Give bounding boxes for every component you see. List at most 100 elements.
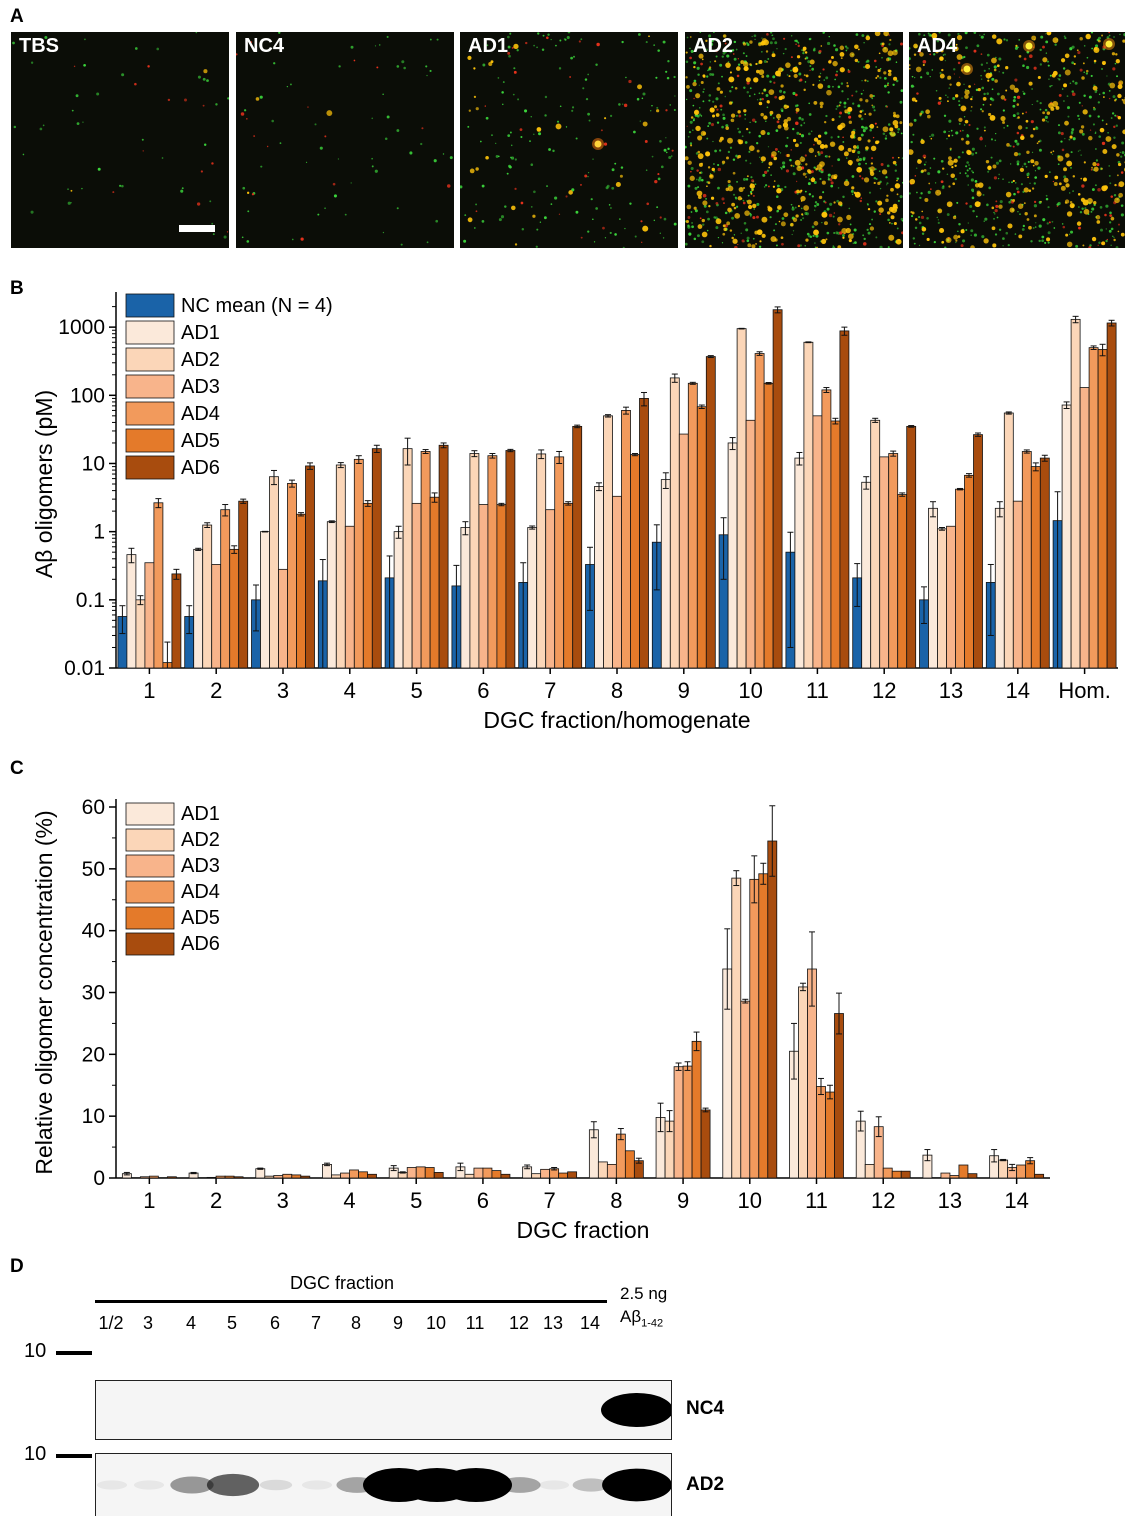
legend-swatch (126, 829, 174, 851)
bar (474, 1168, 483, 1178)
bar (225, 1176, 234, 1178)
bar (492, 1171, 501, 1178)
y-axis-label: Relative oligomer concentration (%) (31, 810, 57, 1174)
bar (950, 1176, 959, 1178)
blot-nc4 (95, 1380, 672, 1440)
western-blot-header: DGC fraction (290, 1273, 394, 1294)
mw-marker-label-1: 10 (24, 1340, 46, 1363)
x-tick-label: 6 (477, 1188, 489, 1213)
bar (826, 1092, 835, 1178)
bar (407, 1167, 416, 1178)
y-tick-label: 40 (82, 920, 105, 943)
y-tick-label: 10 (82, 1105, 105, 1128)
x-tick-label: 7 (544, 1188, 556, 1213)
bar (941, 1173, 950, 1178)
bar (835, 1014, 844, 1178)
blot-band (97, 1480, 127, 1489)
blot-band (602, 1469, 671, 1502)
x-tick-label: 12 (871, 1188, 895, 1213)
header-rule (95, 1300, 607, 1303)
x-tick-label: 11 (805, 1188, 828, 1213)
bar (265, 1176, 274, 1178)
blot-band (260, 1480, 292, 1491)
lane-label: 9 (381, 1313, 415, 1334)
bar (234, 1177, 243, 1178)
bar (416, 1167, 425, 1178)
lane-label: 7 (299, 1313, 333, 1334)
legend-label: AD3 (181, 855, 220, 877)
bar (892, 1171, 901, 1178)
bar (759, 874, 768, 1178)
legend-label: AD4 (181, 881, 220, 903)
bar (216, 1176, 225, 1178)
y-tick-label: 60 (82, 796, 105, 819)
legend-swatch (126, 881, 174, 903)
bar (817, 1086, 826, 1178)
lane-label: 8 (339, 1313, 373, 1334)
x-tick-label: 10 (738, 1188, 762, 1213)
legend-label: AD6 (181, 933, 220, 955)
lane-label: 10 (419, 1313, 453, 1334)
lane-label: 5 (215, 1313, 249, 1334)
bar (616, 1134, 625, 1178)
lane-label: 1/2 (94, 1313, 128, 1334)
bar (999, 1160, 1008, 1178)
blot-ad2 (95, 1453, 672, 1516)
legend-swatch (126, 933, 174, 955)
bar (750, 879, 759, 1178)
bar (607, 1164, 616, 1178)
y-tick-label: 50 (82, 858, 105, 881)
x-tick-label: 4 (343, 1188, 355, 1213)
x-tick-label: 13 (938, 1188, 962, 1213)
bar (674, 1067, 683, 1178)
bar (425, 1167, 434, 1178)
bar (692, 1041, 701, 1178)
blot-band (207, 1474, 259, 1496)
bar (274, 1176, 283, 1178)
bar (149, 1176, 158, 1178)
blot-band (134, 1480, 164, 1489)
bar (256, 1169, 265, 1178)
bar (959, 1165, 968, 1178)
x-tick-label: 9 (677, 1188, 689, 1213)
x-tick-label: 14 (1004, 1188, 1028, 1213)
x-tick-label: 1 (143, 1188, 155, 1213)
bar (1017, 1165, 1026, 1178)
mw-marker-label-2: 10 (24, 1443, 46, 1466)
y-tick-label: 0 (93, 1167, 105, 1190)
bar (541, 1169, 550, 1178)
y-tick-label: 20 (82, 1043, 105, 1066)
bar (483, 1168, 492, 1178)
bar (283, 1174, 292, 1178)
bar (501, 1174, 510, 1178)
bar (559, 1173, 568, 1178)
bar (741, 1001, 750, 1178)
blot-nc4-label: NC4 (686, 1398, 724, 1420)
x-axis-label: DGC fraction (517, 1217, 650, 1243)
blot-band (302, 1480, 332, 1489)
blot-band (539, 1480, 569, 1489)
lane-label: 6 (258, 1313, 292, 1334)
bar (301, 1176, 310, 1178)
x-tick-label: 5 (410, 1188, 422, 1213)
bar (434, 1172, 443, 1178)
legend-swatch (126, 907, 174, 929)
blot-band (601, 1393, 671, 1427)
bar (532, 1174, 541, 1178)
bar (359, 1172, 368, 1178)
lane-label: 3 (131, 1313, 165, 1334)
lane-label: 13 (536, 1313, 570, 1334)
bar (799, 987, 808, 1178)
bar (968, 1174, 977, 1178)
standard-peptide-label: Aβ1-42 (620, 1307, 663, 1329)
panel-d-letter: D (10, 1256, 24, 1278)
bar (332, 1175, 341, 1178)
lane-label: 11 (458, 1313, 492, 1334)
bar (167, 1177, 176, 1178)
bar (568, 1172, 577, 1178)
bar (292, 1175, 301, 1178)
bar (865, 1164, 874, 1178)
lane-label: 4 (174, 1313, 208, 1334)
bar (350, 1170, 359, 1178)
